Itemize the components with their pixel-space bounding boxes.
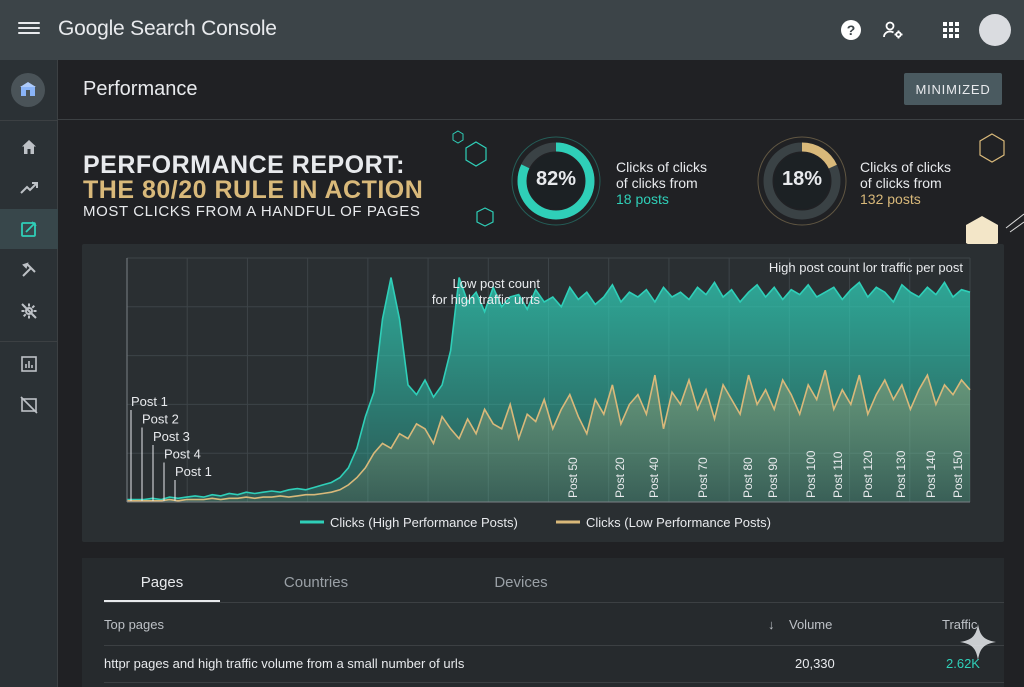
donut-outer-ring bbox=[757, 136, 847, 226]
property-icon[interactable] bbox=[11, 73, 45, 107]
chart-annotation-right: High post count lor traffic per post bbox=[769, 260, 964, 275]
post-label-left: Post 1 bbox=[175, 464, 212, 479]
menu-icon[interactable] bbox=[18, 19, 40, 41]
donut-center bbox=[528, 153, 584, 209]
sidebar-item-tools[interactable] bbox=[0, 250, 58, 290]
chart-annotation-left: Low post count bbox=[453, 276, 541, 291]
home-icon bbox=[22, 140, 36, 154]
sidebar bbox=[0, 60, 58, 687]
row-divider bbox=[104, 682, 1004, 683]
column-header-traffic[interactable]: Traffic bbox=[942, 617, 978, 632]
top-app-bar: Google Search Console ? bbox=[0, 0, 1024, 60]
column-header-page[interactable]: Top pages bbox=[104, 617, 164, 632]
settings-icon bbox=[21, 303, 37, 319]
edit-icon bbox=[21, 221, 37, 237]
minimize-button[interactable]: MINIMIZED bbox=[904, 73, 1002, 105]
app-brand[interactable]: Google Search Console bbox=[58, 17, 277, 40]
post-label-bottom: Post 100 bbox=[804, 450, 818, 498]
report-subtitle: MOST CLICKS FROM A HANDFUL OF PAGES bbox=[83, 203, 421, 220]
active-tab-indicator bbox=[104, 600, 220, 602]
sort-down-icon[interactable]: ↓ bbox=[768, 617, 775, 632]
post-label-left: Post 4 bbox=[164, 447, 201, 462]
donut-high-percent: 82% bbox=[535, 168, 577, 190]
donut-outer-ring bbox=[511, 136, 601, 226]
apps-icon[interactable] bbox=[938, 17, 964, 43]
post-label-left: Post 3 bbox=[153, 429, 190, 444]
post-label-bottom: Post 130 bbox=[894, 450, 908, 498]
stat-low-line1: Clicks of clicks bbox=[860, 159, 952, 175]
chart-annotation-left: for high traffic urrts bbox=[432, 292, 541, 307]
donut-low-percent: 18% bbox=[781, 168, 823, 190]
post-label-bottom: Post 150 bbox=[951, 450, 965, 498]
sidebar-item-performance[interactable] bbox=[0, 168, 58, 208]
sidebar-item-reports[interactable] bbox=[0, 344, 58, 384]
stat-high-line2: of clicks from bbox=[616, 175, 698, 191]
performance-chart-card: Low post count for high traffic urrts High… bbox=[82, 244, 1004, 542]
post-label-bottom: Post 70 bbox=[696, 457, 710, 498]
post-label-bottom: Post 140 bbox=[924, 450, 938, 498]
tab-divider bbox=[104, 602, 1004, 603]
stat-low-line2: of clicks from bbox=[860, 175, 942, 191]
donut-arc bbox=[763, 142, 841, 220]
page-title: Performance bbox=[83, 78, 198, 100]
sidebar-item-url-inspection[interactable] bbox=[0, 209, 58, 249]
table-cell-volume: 20,330 bbox=[795, 656, 835, 671]
post-label-bottom: Post 80 bbox=[741, 457, 755, 498]
donut-high-performance: 82% bbox=[510, 135, 602, 227]
stat-low-line3: 132 posts bbox=[860, 191, 921, 207]
tools-icon bbox=[22, 262, 36, 277]
stat-low-text: Clicks of clicks of clicks from 132 post… bbox=[860, 159, 951, 207]
post-label-left: Post 2 bbox=[142, 412, 179, 427]
legend-label-high: Clicks (High Performance Posts) bbox=[330, 515, 518, 530]
sidebar-item-overview[interactable] bbox=[0, 127, 58, 167]
hide-icon bbox=[20, 396, 38, 414]
decorative-gold-hexagons bbox=[966, 133, 1024, 252]
report-title-line2: THE 80/20 RULE IN ACTION bbox=[83, 176, 424, 204]
tab-pages[interactable]: Pages bbox=[140, 573, 184, 591]
table-card bbox=[82, 558, 1004, 687]
post-label-bottom: Post 90 bbox=[766, 457, 780, 498]
post-label-bottom: Post 110 bbox=[831, 451, 845, 498]
manage-users-icon[interactable] bbox=[880, 17, 906, 43]
table-cell-page[interactable]: httpr pages and high traffic volume from… bbox=[104, 656, 465, 671]
header-row-divider bbox=[104, 645, 1004, 646]
header-divider bbox=[58, 119, 1024, 120]
sidebar-item-settings[interactable] bbox=[0, 291, 58, 331]
post-label-bottom: Post 120 bbox=[861, 450, 875, 498]
post-label-bottom: Post 40 bbox=[647, 457, 661, 498]
trending-icon bbox=[20, 182, 38, 194]
report-title-line1: PERFORMANCE REPORT: bbox=[83, 151, 406, 179]
account-avatar[interactable] bbox=[979, 14, 1011, 46]
sidebar-item-hidden[interactable] bbox=[0, 385, 58, 425]
donut-low-performance: 18% bbox=[756, 135, 848, 227]
decorative-hexagons bbox=[452, 130, 494, 227]
area-series-low bbox=[127, 370, 970, 502]
help-icon[interactable]: ? bbox=[838, 17, 864, 43]
legend-label-low: Clicks (Low Performance Posts) bbox=[586, 515, 771, 530]
post-label-bottom: Post 50 bbox=[566, 457, 580, 498]
line-series-low bbox=[127, 369, 971, 502]
post-label-left: Post 1 bbox=[131, 394, 168, 409]
line-series-high bbox=[127, 277, 971, 501]
svg-text:?: ? bbox=[847, 22, 856, 38]
tab-countries[interactable]: Countries bbox=[283, 573, 349, 591]
stat-high-line3: 18 posts bbox=[616, 191, 669, 207]
donut-arc bbox=[517, 142, 595, 220]
sparkle-icon bbox=[960, 624, 996, 660]
stat-high-text: Clicks of clicks of clicks from 18 posts bbox=[616, 159, 707, 207]
tab-devices[interactable]: Devices bbox=[494, 573, 548, 591]
donut-center bbox=[774, 153, 830, 209]
table-cell-traffic: 2.62K bbox=[946, 656, 980, 671]
report-icon bbox=[21, 356, 37, 372]
column-header-volume[interactable]: Volume bbox=[789, 617, 833, 632]
stat-high-line1: Clicks of clicks bbox=[616, 159, 708, 175]
post-label-bottom: Post 20 bbox=[613, 457, 627, 498]
